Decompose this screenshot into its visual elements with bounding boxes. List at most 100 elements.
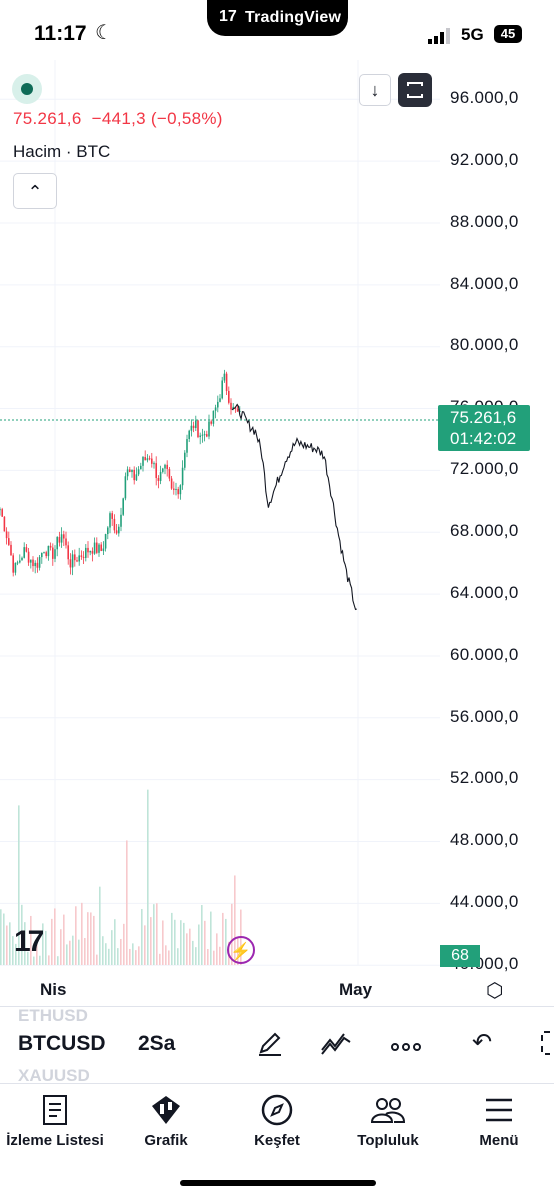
candle-body <box>146 458 149 461</box>
volume-bar <box>198 924 200 965</box>
candle-body <box>71 554 74 568</box>
volume-bar <box>117 948 119 965</box>
volume-bar <box>129 948 131 965</box>
candle-body <box>151 458 153 464</box>
candle-body <box>137 469 140 475</box>
candle-body <box>153 463 155 465</box>
candle-body <box>47 545 50 557</box>
candle-body <box>54 549 56 559</box>
volume-bar <box>162 920 164 965</box>
candle-body <box>126 469 129 477</box>
volume-bar <box>99 886 101 965</box>
volume-bar <box>24 922 26 965</box>
candle-body <box>170 478 173 489</box>
legend-volume-label[interactable]: Hacim · BTC <box>13 142 111 161</box>
nav-community[interactable]: Topluluk <box>333 1090 443 1149</box>
volume-bar <box>135 950 137 965</box>
volume-bar <box>60 929 62 965</box>
volume-bar <box>123 923 125 965</box>
candle-body <box>164 464 166 469</box>
interval-selector[interactable]: 2Sa <box>138 1032 176 1055</box>
volume-bar <box>204 920 206 965</box>
volume-bar <box>75 906 77 965</box>
volume-bar <box>39 955 41 965</box>
nav-watchlist[interactable]: İzleme Listesi <box>0 1090 110 1149</box>
candle-body <box>27 551 30 563</box>
moon-icon: ☾ <box>95 22 113 44</box>
volume-bar <box>42 923 44 965</box>
volume-bar <box>33 956 35 965</box>
candle-body <box>14 562 17 573</box>
settings-hexagon-icon[interactable]: ⬡ <box>486 980 504 1002</box>
volume-bar <box>147 789 149 965</box>
candle-body <box>203 434 206 436</box>
volume-tag: 68 <box>440 945 480 967</box>
candle-body <box>1 509 3 517</box>
candle-body <box>197 420 199 438</box>
nav-explore[interactable]: Keşfet <box>222 1090 332 1149</box>
candle-body <box>184 452 186 468</box>
volume-bar <box>153 904 155 965</box>
candle-body <box>168 469 171 479</box>
menu-icon <box>444 1090 554 1126</box>
candle-body <box>87 547 89 553</box>
volume-bar <box>120 938 122 965</box>
volume-bar <box>195 947 197 965</box>
volume-bar <box>144 925 146 965</box>
candle-body <box>206 434 208 437</box>
symbol-selector[interactable]: BTCUSD <box>18 1032 106 1055</box>
price-axis-label: 80.000,0 <box>450 335 519 355</box>
candle-body <box>8 538 10 545</box>
indicators-icon[interactable] <box>320 1028 352 1065</box>
price-axis-label: 92.000,0 <box>450 149 519 169</box>
fullscreen-icon <box>407 82 423 98</box>
candle-body <box>166 464 168 470</box>
community-icon <box>333 1090 443 1126</box>
symbol-ghost-below: XAUUSD <box>18 1066 90 1085</box>
candle-body <box>78 555 80 562</box>
lightning-icon[interactable]: ⚡ <box>227 936 255 964</box>
candle-body <box>230 402 232 410</box>
candle-body <box>109 513 111 528</box>
candle-body <box>98 544 100 553</box>
tradingview-watermark-icon: 17 <box>14 925 44 958</box>
candle-body <box>43 552 45 554</box>
candle-body <box>124 476 127 499</box>
candle-body <box>217 401 219 408</box>
candle-body <box>91 550 94 554</box>
candle-body <box>181 467 184 486</box>
candle-body <box>36 562 39 568</box>
collapse-legend-button[interactable]: ⌃ <box>13 173 57 209</box>
fullscreen-button[interactable] <box>398 73 432 107</box>
price-chart[interactable] <box>0 60 554 970</box>
tradingview-logo-icon: 17 <box>219 8 237 25</box>
candle-body <box>133 469 135 481</box>
download-button[interactable]: ↓ <box>359 74 391 106</box>
candle-body <box>38 557 41 568</box>
volume-bar <box>138 946 140 965</box>
volume-bar <box>132 943 134 965</box>
nav-chart[interactable]: Grafik <box>111 1090 221 1149</box>
volume-bar <box>63 914 65 965</box>
candle-body <box>65 538 67 546</box>
volume-bar <box>12 936 14 965</box>
volume-bar <box>3 913 5 965</box>
dynamic-island: 17 TradingView <box>207 0 348 36</box>
signal-icon <box>428 28 450 44</box>
candle-body <box>111 513 113 519</box>
candle-body <box>52 547 54 559</box>
candle-body <box>34 562 36 567</box>
candle-body <box>104 534 107 549</box>
more-icon[interactable] <box>390 1032 422 1060</box>
candle-body <box>25 547 28 552</box>
undo-icon[interactable]: ↶ <box>472 1029 493 1056</box>
candle-body <box>173 488 175 490</box>
candle-body <box>3 516 6 532</box>
nav-menu[interactable]: Menü <box>444 1090 554 1149</box>
redo-partial-icon[interactable] <box>536 1028 554 1065</box>
candle-body <box>192 425 195 429</box>
time-label-may: May <box>339 980 373 999</box>
drawing-tool-icon[interactable] <box>255 1028 285 1065</box>
candle-body <box>45 552 47 557</box>
battery-icon: 45 <box>494 25 522 43</box>
